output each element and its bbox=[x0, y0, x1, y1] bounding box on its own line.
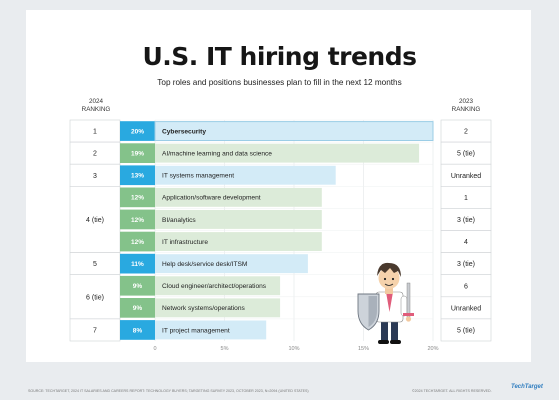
rank-2023-label: 1 bbox=[464, 195, 468, 202]
value-label: 11% bbox=[131, 261, 144, 268]
value-cell bbox=[120, 143, 155, 163]
category-label: Cloud engineer/architect/operations bbox=[162, 283, 267, 290]
rank-2023-label: 3 (tie) bbox=[457, 261, 475, 268]
source-note: SOURCE: TECHTARGET, 2024 IT SALARIES AND… bbox=[28, 389, 309, 393]
value-cell bbox=[120, 121, 155, 141]
value-label: 12% bbox=[131, 239, 144, 246]
knight-shoe-left bbox=[378, 340, 389, 344]
rank-2023-label: 5 (tie) bbox=[457, 327, 475, 334]
bar bbox=[155, 254, 308, 274]
x-tick-label: 20% bbox=[427, 346, 438, 352]
value-cell bbox=[120, 275, 155, 296]
category-label: IT project management bbox=[162, 327, 230, 334]
rank-2024-label: 7 bbox=[93, 327, 97, 334]
bar bbox=[155, 143, 420, 163]
value-cell bbox=[120, 165, 155, 186]
category-label: IT infrastructure bbox=[162, 239, 208, 246]
rank-2024-label: 1 bbox=[93, 129, 97, 136]
value-cell bbox=[120, 231, 155, 252]
rank-2023-label: Unranked bbox=[451, 305, 481, 312]
ranking-2023-header: 2023 RANKING bbox=[451, 98, 481, 113]
category-label: Help desk/service desk/ITSM bbox=[162, 261, 247, 268]
shield-shade bbox=[368, 296, 377, 327]
rank-2023-cell bbox=[440, 318, 492, 342]
value-label: 9% bbox=[133, 283, 143, 290]
value-label: 19% bbox=[131, 150, 144, 157]
page-subtitle: Top roles and positions businesses plan … bbox=[157, 78, 402, 87]
value-label: 12% bbox=[131, 217, 144, 224]
knight-shoe-right bbox=[390, 340, 401, 344]
knight-eye-left bbox=[383, 277, 387, 281]
knight-hand bbox=[405, 316, 412, 322]
x-tick-label: 0 bbox=[153, 346, 156, 352]
rank-2024-label: 4 (tie) bbox=[86, 217, 104, 224]
rank-2024-label: 3 bbox=[93, 173, 97, 180]
sword-blade bbox=[406, 282, 411, 318]
category-label: IT systems management bbox=[162, 173, 234, 180]
category-label: AI/machine learning and data science bbox=[162, 150, 272, 157]
value-label: 9% bbox=[133, 305, 143, 312]
rank-2024-cell bbox=[69, 274, 121, 320]
bar bbox=[155, 187, 322, 207]
category-label: Network systems/operations bbox=[162, 305, 246, 312]
knight-neck bbox=[385, 287, 393, 294]
bar bbox=[155, 165, 336, 185]
rank-2024-label: 6 (tie) bbox=[86, 294, 104, 301]
bar bbox=[155, 276, 281, 296]
bar bbox=[155, 320, 267, 340]
knight-illustration bbox=[357, 262, 414, 344]
value-label: 8% bbox=[133, 327, 143, 334]
category-label: BI/analytics bbox=[162, 217, 196, 224]
rank-2023-label: 3 (tie) bbox=[457, 217, 475, 224]
rank-2023-label: 6 bbox=[464, 283, 468, 290]
bar bbox=[155, 210, 322, 229]
copyright-note: ©2024 TECHTARGET. ALL RIGHTS RESERVED. bbox=[412, 389, 492, 393]
rank-2023-label: Unranked bbox=[451, 173, 481, 180]
bar bbox=[155, 298, 281, 318]
rank-2023-label: 5 (tie) bbox=[457, 151, 475, 158]
x-tick-label: 15% bbox=[358, 346, 369, 352]
value-cell bbox=[120, 320, 155, 340]
value-cell bbox=[120, 209, 155, 230]
knight-eye-right bbox=[391, 277, 395, 281]
value-label: 20% bbox=[131, 128, 144, 135]
value-cell bbox=[120, 253, 155, 274]
category-label: Application/software development bbox=[162, 195, 261, 202]
bar bbox=[155, 232, 322, 251]
value-label: 13% bbox=[131, 173, 144, 180]
value-label: 12% bbox=[131, 195, 144, 202]
knight-leg-left bbox=[381, 318, 388, 342]
rank-2023-label: 2 bbox=[464, 129, 468, 136]
knight-hair bbox=[377, 262, 401, 277]
knight-tie bbox=[386, 292, 393, 312]
techtarget-logo: TechTarget bbox=[511, 384, 543, 390]
category-label: Cybersecurity bbox=[162, 128, 206, 135]
knight-leg-right bbox=[391, 318, 398, 342]
rank-2024-label: 5 bbox=[93, 261, 97, 268]
rank-2023-label: 4 bbox=[464, 239, 468, 246]
x-tick-label: 5% bbox=[221, 346, 229, 352]
knight-mouth bbox=[384, 283, 394, 286]
value-cell bbox=[120, 298, 155, 318]
rank-2024-label: 2 bbox=[93, 151, 97, 158]
ranking-2024-header: 2024 RANKING bbox=[81, 98, 111, 113]
x-tick-label: 10% bbox=[288, 346, 299, 352]
page-title: U.S. IT hiring trends bbox=[142, 42, 417, 71]
sword-guard bbox=[403, 313, 414, 316]
bar bbox=[154, 121, 434, 141]
value-cell bbox=[120, 187, 155, 208]
rank-2024-cell bbox=[69, 186, 121, 253]
